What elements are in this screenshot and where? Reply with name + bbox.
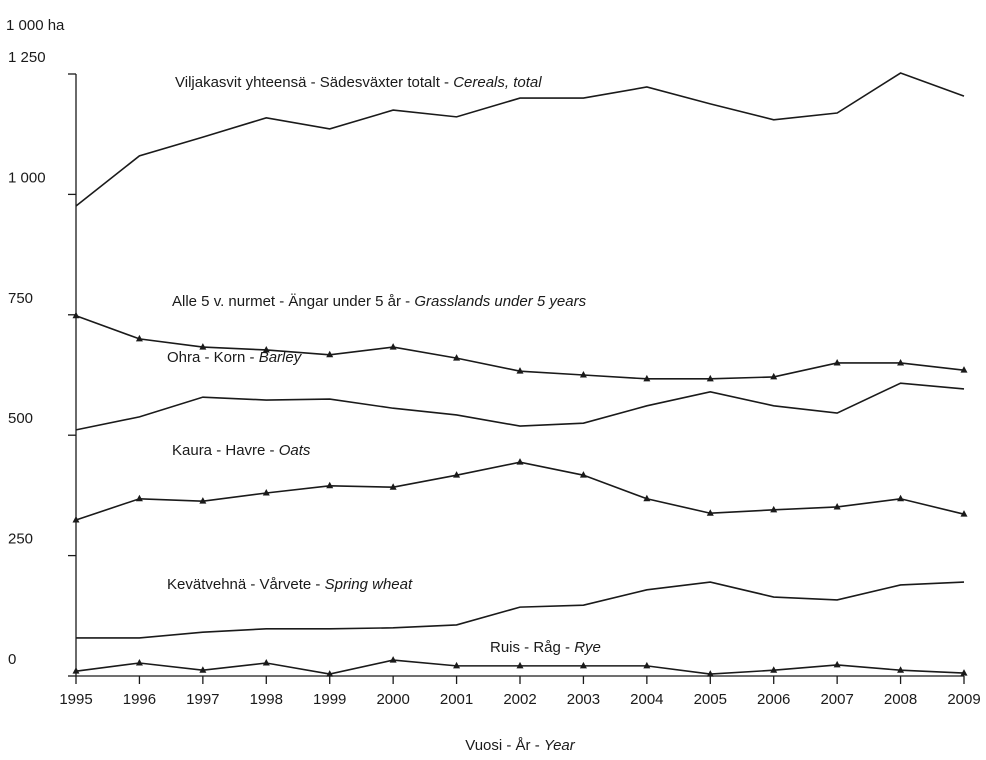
marker — [389, 483, 397, 490]
marker — [135, 334, 143, 342]
series-label-name: Alle 5 v. nurmet - Ängar under 5 år - — [172, 293, 414, 310]
marker — [579, 661, 587, 669]
x-tick-label: 2003 — [567, 691, 600, 708]
marker — [770, 505, 778, 513]
marker — [453, 661, 461, 669]
marker — [897, 666, 905, 673]
marker — [960, 669, 968, 676]
marker — [833, 660, 841, 668]
x-tick-label: 2002 — [503, 691, 536, 708]
marker — [833, 358, 841, 366]
marker — [897, 494, 905, 502]
x-tick-label: 1998 — [250, 691, 283, 708]
marker — [453, 471, 461, 478]
series-label-en: Spring wheat — [325, 576, 413, 593]
marker — [453, 354, 461, 361]
y-tick-label: 500 — [8, 410, 33, 427]
series-label-name: Ohra - Korn - — [167, 349, 259, 366]
y-unit: 1 000 ha — [6, 17, 65, 34]
marker — [262, 345, 270, 353]
series-label-en: Oats — [279, 442, 311, 459]
marker — [770, 666, 778, 673]
marker — [326, 481, 334, 489]
marker — [199, 343, 207, 350]
marker — [643, 661, 651, 669]
marker — [516, 458, 524, 465]
series-line — [75, 382, 965, 431]
series-label-name: Kevätvehnä - Vårvete - — [167, 576, 325, 593]
marker — [960, 510, 968, 517]
marker — [516, 367, 524, 374]
marker — [262, 658, 270, 666]
x-tick-label: 1995 — [59, 691, 92, 708]
x-tick-label: 2001 — [440, 691, 473, 708]
x-tick-label: 2006 — [757, 691, 790, 708]
marker — [579, 371, 587, 378]
marker — [770, 372, 778, 380]
x-label-part: Vuosi - År - — [465, 737, 544, 754]
marker — [135, 658, 143, 666]
x-axis-label: Vuosi - År - Year — [465, 737, 576, 754]
marker — [643, 374, 651, 382]
x-tick-label: 2004 — [630, 691, 663, 708]
x-tick-label: 2005 — [694, 691, 727, 708]
marker — [326, 350, 334, 358]
marker — [72, 667, 80, 674]
marker — [199, 497, 207, 504]
series-label-name: Viljakasvit yhteensä - Sädesväxter total… — [175, 74, 453, 91]
marker — [833, 502, 841, 510]
y-tick-label: 750 — [8, 290, 33, 307]
series-label-name: Ruis - Råg - — [490, 639, 574, 656]
marker — [389, 343, 397, 350]
series-label: Viljakasvit yhteensä - Sädesväxter total… — [175, 74, 542, 91]
series-label-en: Grasslands under 5 years — [414, 293, 586, 310]
series-label-name: Kaura - Havre - — [172, 442, 279, 459]
y-tick-label: 1 250 — [8, 49, 46, 66]
y-tick-label: 0 — [8, 651, 16, 668]
marker — [326, 670, 334, 677]
marker — [389, 656, 397, 663]
x-tick-label: 2008 — [884, 691, 917, 708]
series-line — [76, 581, 965, 639]
series-label-en: Rye — [574, 639, 601, 656]
series-line — [75, 461, 965, 521]
marker — [643, 494, 651, 502]
marker — [262, 488, 270, 496]
marker — [135, 494, 143, 502]
marker — [579, 471, 587, 478]
x-tick-label: 2009 — [947, 691, 980, 708]
x-tick-label: 1999 — [313, 691, 346, 708]
x-tick-label: 2007 — [820, 691, 853, 708]
series-line — [75, 72, 965, 207]
x-tick-label: 1997 — [186, 691, 219, 708]
marker — [706, 670, 714, 677]
marker — [897, 358, 905, 366]
series-label: Alle 5 v. nurmet - Ängar under 5 år - Gr… — [172, 293, 587, 310]
series-label: Ruis - Råg - Rye — [490, 639, 601, 656]
x-tick-label: 1996 — [123, 691, 156, 708]
series-label-en: Barley — [259, 349, 303, 366]
x-tick-label: 2000 — [376, 691, 409, 708]
y-tick-label: 1 000 — [8, 169, 46, 186]
series-label-en: Cereals, total — [453, 74, 542, 91]
marker — [706, 509, 714, 516]
series-label: Kaura - Havre - Oats — [172, 442, 311, 459]
series-label: Kevätvehnä - Vårvete - Spring wheat — [167, 576, 413, 593]
marker — [199, 666, 207, 673]
marker — [72, 311, 80, 319]
marker — [516, 661, 524, 669]
x-label-en: Year — [544, 737, 576, 754]
y-tick-label: 250 — [8, 531, 33, 548]
marker — [72, 515, 80, 523]
marker — [960, 366, 968, 373]
marker — [706, 374, 714, 382]
series-label: Ohra - Korn - Barley — [167, 349, 303, 366]
